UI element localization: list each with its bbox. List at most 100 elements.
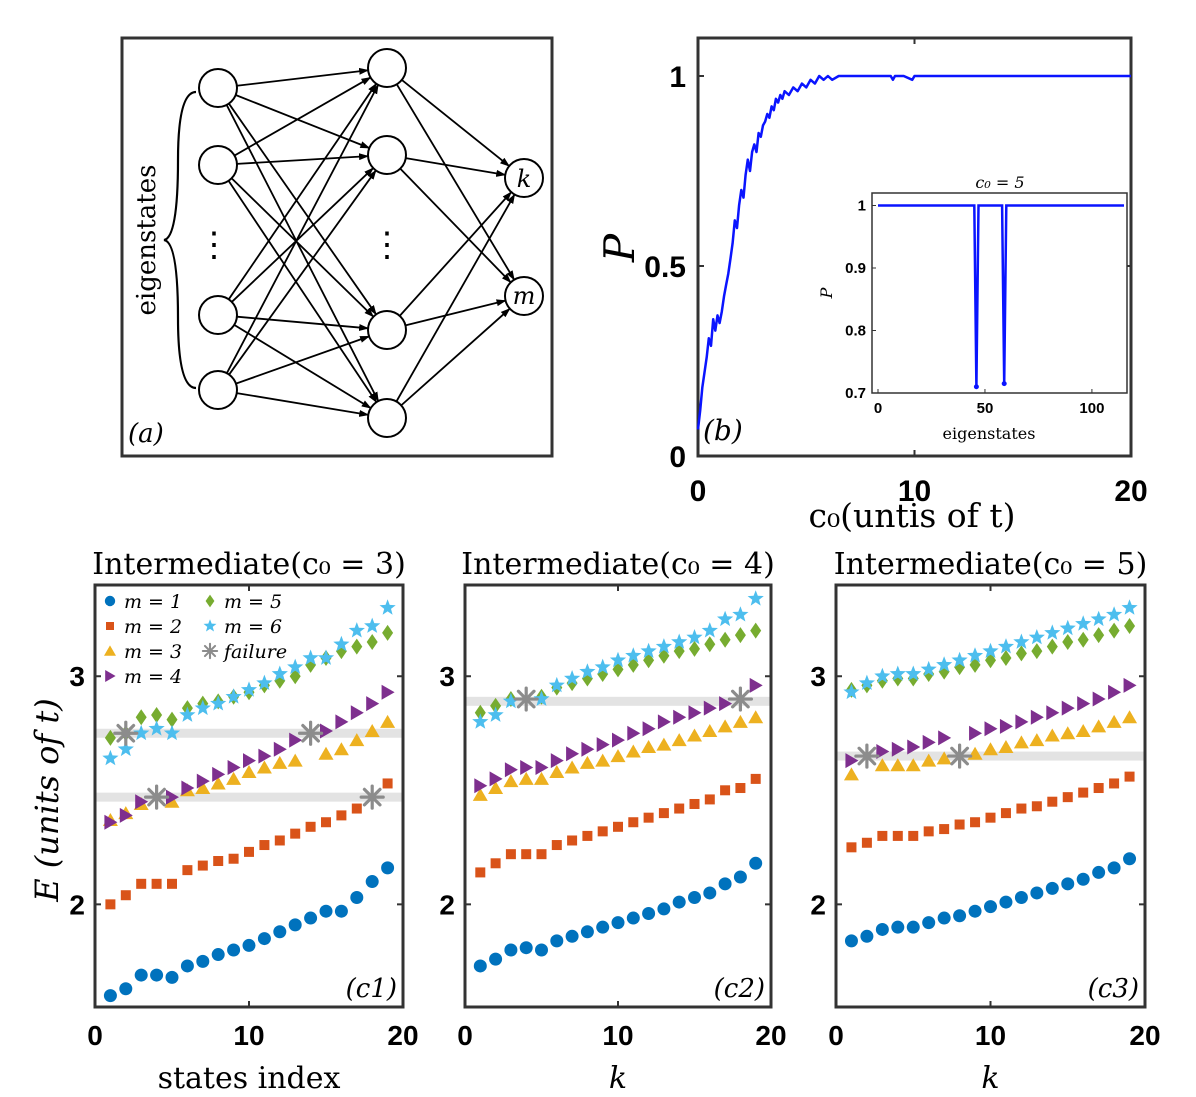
data-point-m6 — [1028, 629, 1045, 645]
data-point-m3 — [732, 714, 748, 728]
hidden-node — [367, 310, 407, 350]
data-point-m2 — [750, 773, 761, 784]
data-point-m2 — [877, 830, 888, 841]
data-point-m1 — [1014, 891, 1028, 905]
legend-label: m = 3 — [124, 641, 182, 663]
data-point-m3 — [625, 744, 641, 758]
x-axis-label: k — [981, 1061, 999, 1096]
y-axis-label-c: E (units of t) — [28, 698, 66, 903]
data-point-m4 — [366, 696, 380, 712]
network-edge — [236, 153, 370, 165]
inset-title: c₀ = 5 — [975, 173, 1024, 192]
data-point-m2 — [382, 778, 393, 789]
legend-entry-m5: m = 5 — [205, 591, 282, 613]
panel-label: (c2) — [714, 974, 765, 1004]
data-point-m1 — [922, 916, 936, 930]
data-point-m5 — [719, 631, 731, 648]
data-point-m4 — [227, 759, 241, 775]
data-point-m1 — [211, 948, 225, 962]
data-point-m4 — [520, 759, 534, 775]
data-point-m3 — [564, 760, 580, 774]
data-point-m1 — [304, 911, 318, 925]
x-tick-label-b: 0 — [690, 475, 707, 508]
network-edge — [399, 167, 512, 284]
data-point-m4 — [489, 771, 503, 787]
data-point-m4 — [688, 705, 702, 721]
data-point-m5 — [135, 709, 147, 726]
data-point-m3 — [1013, 735, 1029, 749]
data-point-m5 — [1062, 634, 1074, 651]
hidden-node — [367, 135, 407, 175]
hidden-node — [367, 48, 407, 88]
data-point-m3 — [921, 753, 937, 767]
y-tick-label: 3 — [439, 661, 455, 692]
data-point-m6 — [194, 699, 211, 716]
data-point-m2 — [213, 856, 224, 867]
data-point-m4 — [166, 789, 179, 805]
data-point-m6 — [179, 706, 196, 722]
data-point-m3 — [671, 733, 687, 747]
legend-label: m = 1 — [124, 591, 182, 613]
network-edge — [225, 104, 380, 402]
data-point-m6 — [203, 619, 217, 632]
diagram-frame — [120, 36, 554, 458]
data-point-m1 — [165, 970, 179, 984]
energy-chart-c2: 0 10 20 2 3 Intermediate(c₀ = 4) k (c2) — [439, 547, 786, 1096]
data-point-m6 — [951, 651, 968, 668]
data-point-m2 — [336, 810, 347, 821]
data-point-m6 — [874, 667, 891, 684]
y-tick-label: 2 — [810, 889, 826, 920]
data-point-m1 — [103, 989, 117, 1003]
data-point-m1 — [596, 920, 610, 934]
data-point-m6 — [148, 720, 165, 736]
data-point-m3 — [349, 733, 365, 747]
data-point-m1 — [984, 900, 997, 914]
data-point-m4 — [1015, 714, 1029, 730]
output-node — [504, 276, 544, 316]
data-point-m1 — [1123, 852, 1137, 866]
failure-marker — [946, 743, 973, 769]
x-tick-label: 10 — [975, 1020, 1006, 1051]
data-point-m3 — [1075, 723, 1091, 737]
data-point-m6 — [102, 749, 119, 766]
data-point-m6 — [640, 642, 657, 658]
data-point-m4 — [1123, 677, 1137, 693]
network-edge — [226, 83, 379, 374]
input-brace — [163, 90, 197, 390]
data-point-m1 — [519, 941, 533, 955]
data-point-m1 — [257, 932, 271, 946]
data-point-m3 — [195, 781, 211, 795]
network-edge — [405, 157, 507, 177]
data-point-m2 — [1016, 803, 1027, 814]
legend-label: m = 5 — [224, 591, 282, 613]
data-point-m6 — [1106, 606, 1123, 622]
hidden-node — [367, 398, 407, 438]
data-point-m6 — [609, 651, 627, 668]
data-point-m4 — [1108, 684, 1122, 700]
data-point-m6 — [1059, 619, 1076, 636]
legend-entry-m3: m = 3 — [104, 641, 182, 663]
data-point-m3 — [1044, 728, 1060, 742]
data-point-m6 — [117, 740, 134, 757]
data-point-m2 — [490, 858, 501, 869]
data-point-m2 — [290, 828, 301, 839]
failure-marker — [113, 720, 139, 746]
data-point-m3 — [518, 771, 534, 785]
y-tick-label: 3 — [69, 661, 85, 692]
inset-y-tick-label: 0.8 — [845, 323, 866, 340]
y-tick-label: 3 — [810, 661, 826, 692]
probability-chart: 0 10 20 0 0.5 1 (b) c₀(untis of t) P 0 50 100 0.… — [595, 36, 1148, 535]
data-point-m2 — [136, 878, 147, 889]
data-point-m6 — [240, 681, 258, 697]
data-point-m5 — [1108, 622, 1120, 639]
x-axis-label: k — [609, 1061, 627, 1096]
network-edge — [236, 67, 370, 87]
data-point-m4 — [1046, 705, 1060, 721]
data-point-m3 — [472, 787, 488, 801]
y-tick-label-b: 0.5 — [644, 251, 686, 284]
failure-marker — [359, 784, 385, 810]
data-point-m4 — [673, 709, 687, 725]
data-point-m6 — [747, 590, 764, 606]
network-edge — [236, 315, 370, 332]
